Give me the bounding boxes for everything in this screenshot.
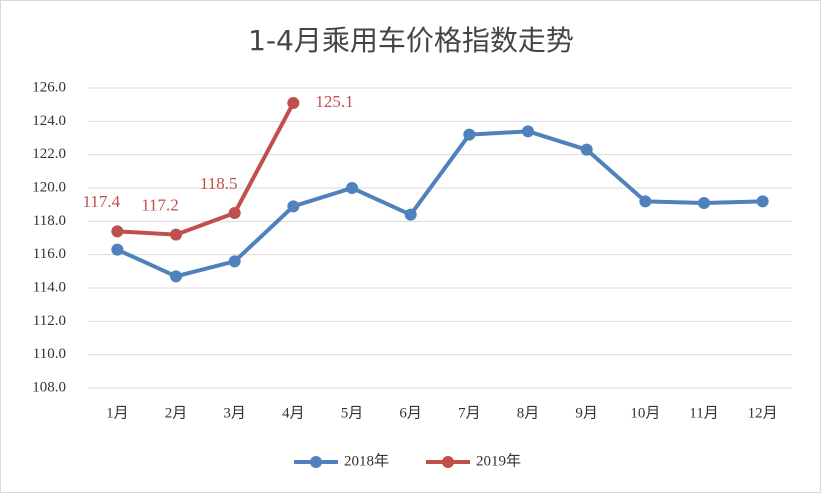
data-point [639, 195, 652, 208]
data-point [756, 195, 769, 208]
data-point [346, 182, 358, 194]
data-label: 117.2 [141, 196, 179, 215]
y-tick-label: 112.0 [33, 313, 66, 329]
data-point [287, 200, 300, 213]
y-tick-label: 118.0 [33, 213, 66, 229]
x-tick-label: 9月 [575, 405, 598, 421]
x-tick-label: 5月 [341, 405, 364, 421]
data-label: 118.5 [200, 174, 238, 193]
legend-marker [442, 456, 454, 468]
data-point [404, 208, 417, 221]
x-tick-label: 4月 [282, 405, 305, 421]
data-point [170, 228, 182, 241]
x-tick-label: 8月 [517, 405, 540, 421]
data-label: 125.1 [315, 92, 353, 111]
y-tick-label: 120.0 [32, 179, 66, 195]
x-tick-label: 6月 [399, 405, 422, 421]
y-tick-label: 114.0 [33, 279, 66, 295]
data-point [522, 125, 534, 138]
y-tick-label: 122.0 [32, 146, 66, 162]
series-line [116, 129, 763, 279]
data-point [111, 243, 124, 256]
x-tick-label: 11月 [689, 405, 718, 421]
x-tick-label: 7月 [458, 405, 481, 421]
x-tick-label: 12月 [748, 405, 778, 421]
y-tick-label: 110.0 [33, 346, 66, 362]
data-point [170, 270, 182, 283]
series-line [117, 102, 296, 237]
y-tick-label: 108.0 [32, 379, 66, 395]
legend-label: 2019年 [476, 452, 521, 469]
y-tick-label: 124.0 [32, 113, 66, 129]
data-point [463, 128, 476, 141]
x-tick-label: 3月 [223, 405, 246, 421]
data-point [580, 143, 593, 156]
data-point [228, 207, 241, 219]
data-point [111, 225, 124, 238]
x-tick-label: 2月 [165, 405, 188, 421]
data-point [698, 197, 710, 209]
data-point [287, 97, 300, 109]
data-label: 117.4 [83, 192, 121, 211]
y-tick-label: 116.0 [33, 246, 66, 262]
data-point [228, 255, 241, 268]
x-tick-label: 1月 [106, 405, 129, 421]
legend-marker [310, 456, 322, 468]
x-tick-label: 10月 [630, 405, 660, 421]
y-tick-label: 126.0 [32, 79, 66, 95]
chart-title: 1-4月乘用车价格指数走势 [248, 24, 574, 57]
legend-label: 2018年 [344, 452, 389, 469]
